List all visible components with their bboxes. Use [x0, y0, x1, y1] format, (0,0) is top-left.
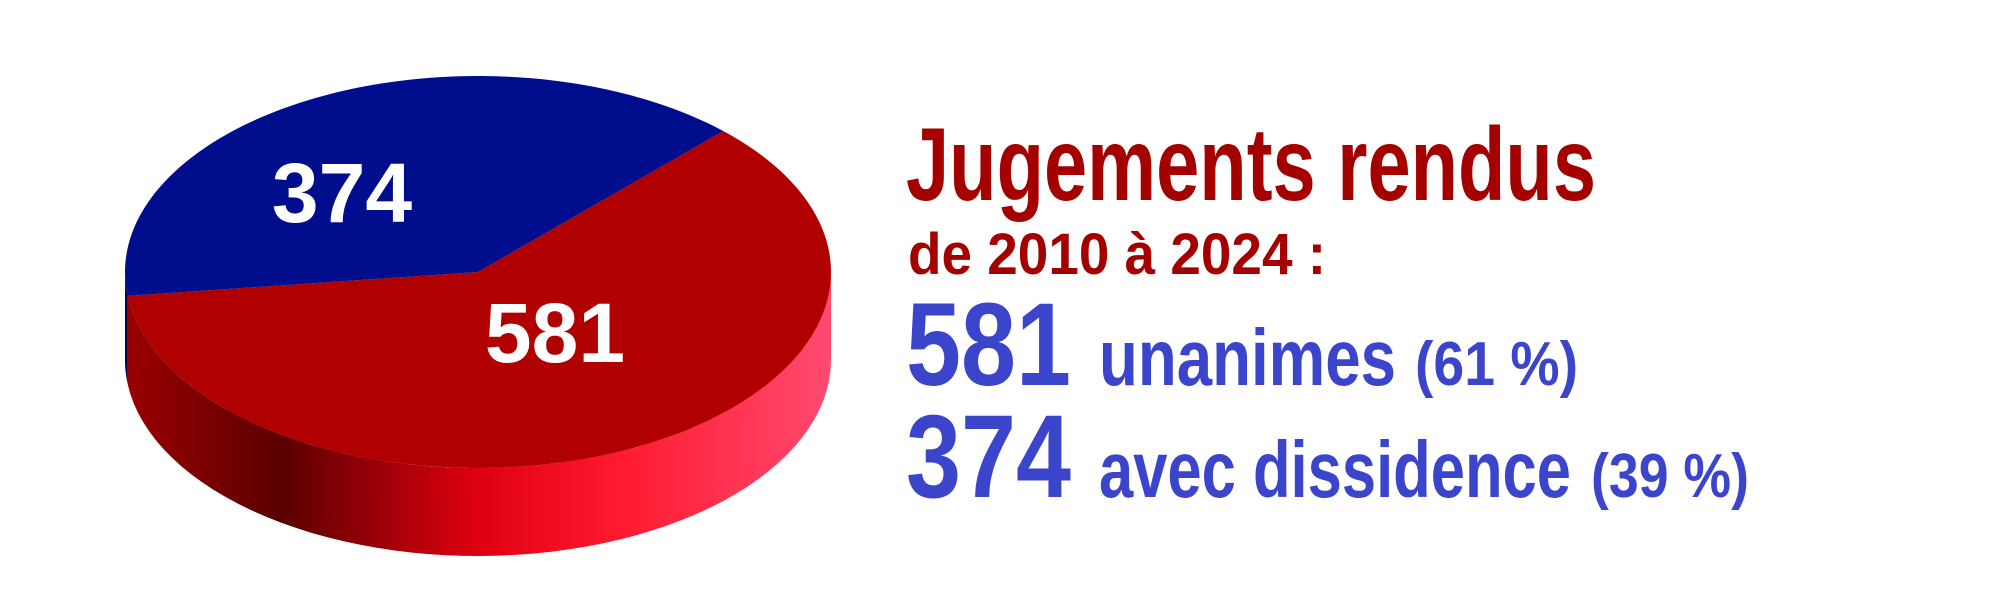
legend-share: (61 %) [1415, 330, 1578, 399]
data-label: 374 [272, 146, 412, 240]
data-label: 581 [485, 286, 625, 380]
pie-side [125, 272, 128, 384]
pie-side [127, 272, 831, 556]
legend-share: (39 %) [1591, 442, 1749, 511]
legend-label: unanimes [1099, 313, 1396, 402]
pie: 581 374 [125, 76, 831, 556]
legend-value: 581 [906, 279, 1071, 411]
legend-value: 374 [906, 391, 1071, 523]
legend-label: avec dissidence [1099, 425, 1571, 514]
chart-title: Jugements rendus [906, 107, 1596, 223]
legend: 581 unanimes (61 %) 374 avec dissidence (39 %… [906, 279, 1749, 523]
pie-slice [127, 131, 831, 468]
pie-slice [125, 76, 724, 296]
chart-subtitle: de 2010 à 2024 : [908, 222, 1326, 287]
